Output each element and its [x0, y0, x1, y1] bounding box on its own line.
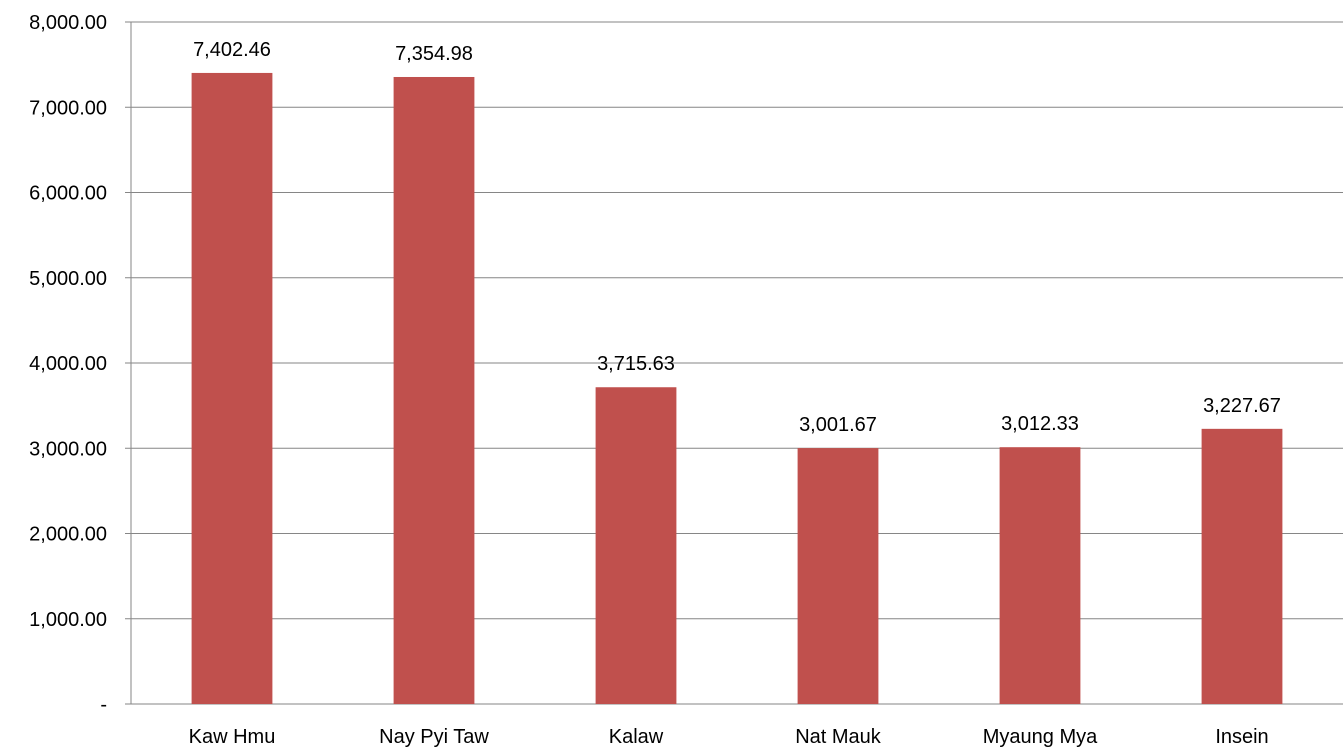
bar [191, 72, 273, 704]
y-tick-label: 7,000.00 [29, 97, 107, 119]
data-label: 7,354.98 [395, 43, 473, 65]
y-tick-label: - [100, 694, 107, 716]
y-tick-label: 8,000.00 [29, 12, 107, 34]
y-tick-label: 4,000.00 [29, 353, 107, 375]
y-tick-label: 6,000.00 [29, 183, 107, 205]
data-labels: 7,402.46 7,354.98 3,715.63 3,001.67 3,012.33… [193, 39, 1281, 436]
y-tick-label: 5,000.00 [29, 268, 107, 290]
bar [797, 448, 879, 704]
data-label: 3,227.67 [1203, 395, 1281, 417]
y-tick-label: 2,000.00 [29, 524, 107, 546]
bar [1201, 428, 1283, 704]
x-tick-label: Nat Mauk [795, 726, 882, 748]
bar [393, 76, 475, 704]
x-axis-ticks: Kaw Hmu Nay Pyi Taw Kalaw Nat Mauk Myaung My… [189, 726, 1269, 748]
bars [191, 72, 1283, 704]
data-label: 3,001.67 [799, 414, 877, 436]
gridlines [131, 21, 1343, 620]
x-tick-label: Myaung Mya [983, 726, 1098, 748]
x-tick-label: Nay Pyi Taw [379, 726, 489, 748]
x-tick-label: Insein [1215, 726, 1268, 748]
x-tick-label: Kaw Hmu [189, 726, 276, 748]
y-tick-label: 1,000.00 [29, 609, 107, 631]
bar [595, 387, 677, 704]
data-label: 3,012.33 [1001, 413, 1079, 435]
data-label: 7,402.46 [193, 39, 271, 61]
axes [125, 21, 1343, 705]
data-label: 3,715.63 [597, 353, 675, 375]
y-axis-ticks: - 1,000.00 2,000.00 3,000.00 4,000.00 5,000.0… [29, 12, 107, 716]
y-tick-label: 3,000.00 [29, 438, 107, 460]
x-tick-label: Kalaw [609, 726, 664, 748]
bar [999, 447, 1081, 704]
